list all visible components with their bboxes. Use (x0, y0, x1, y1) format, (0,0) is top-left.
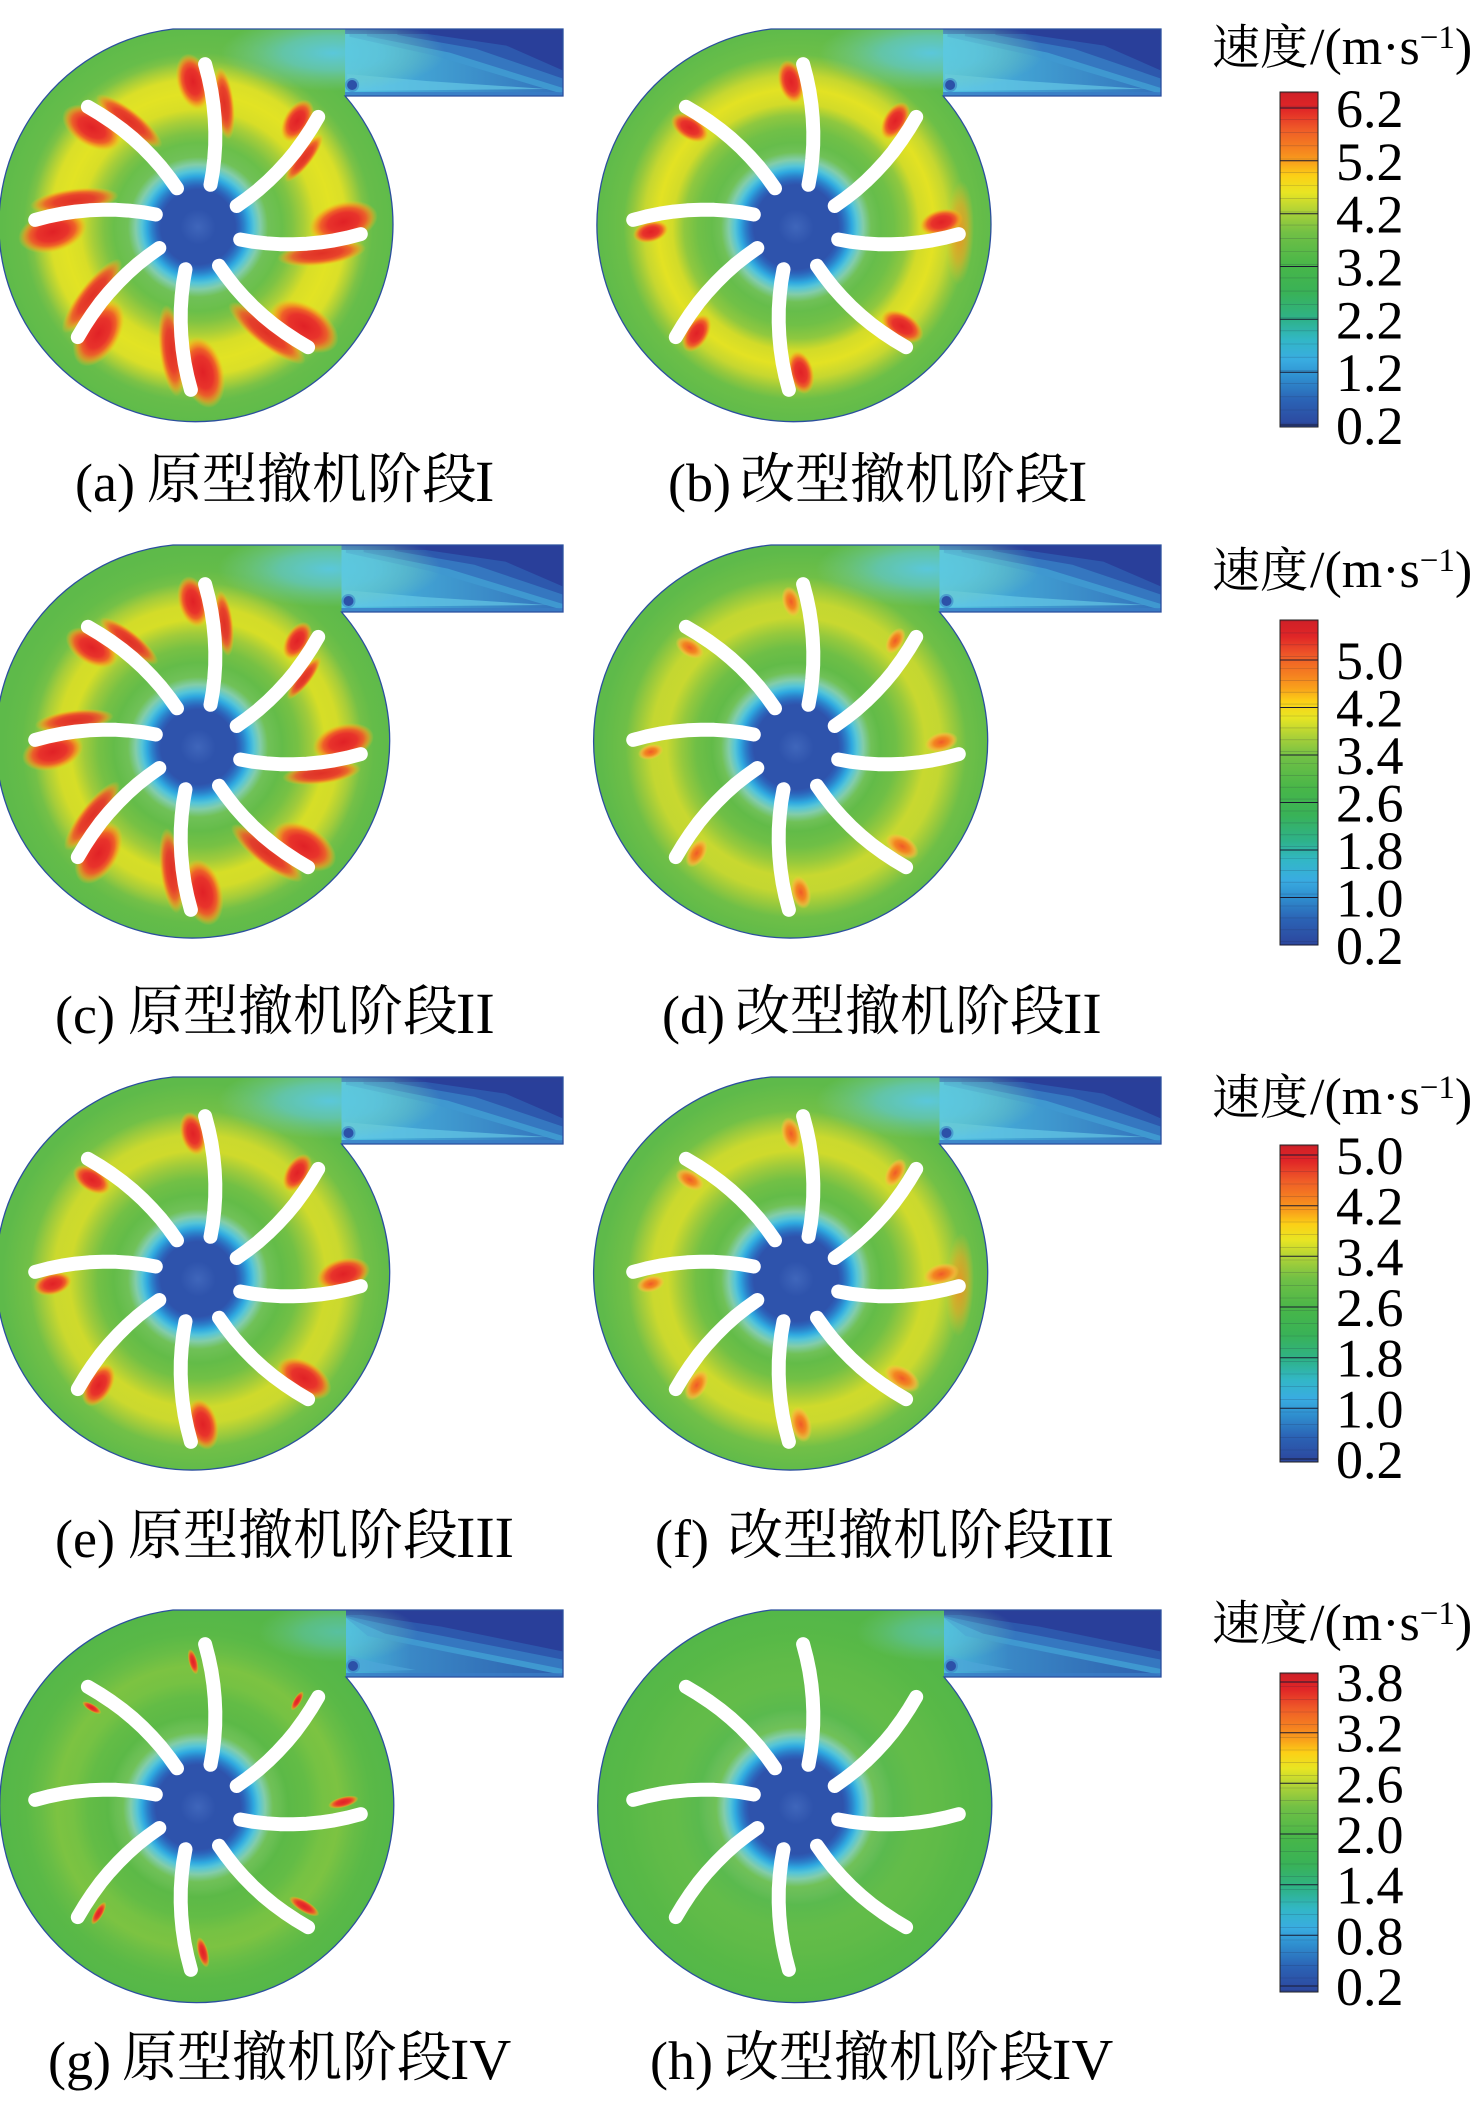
svg-text:(h): (h) (650, 2031, 713, 2091)
svg-text:3.8: 3.8 (1336, 1653, 1404, 1713)
svg-text:(g): (g) (48, 2031, 111, 2091)
svg-text:0.2: 0.2 (1336, 916, 1404, 976)
svg-text:3.2: 3.2 (1336, 238, 1404, 298)
svg-text:IV: IV (1052, 2027, 1113, 2092)
svg-text:5.0: 5.0 (1336, 1126, 1404, 1186)
svg-text:III: III (456, 1505, 514, 1570)
svg-text:3.4: 3.4 (1336, 726, 1404, 786)
svg-text:1.0: 1.0 (1336, 1379, 1404, 1439)
svg-text:1.4: 1.4 (1336, 1856, 1404, 1916)
svg-text:6.2: 6.2 (1336, 79, 1404, 139)
svg-text:/(m·s−1): /(m·s−1) (1310, 19, 1472, 76)
svg-text:5.0: 5.0 (1336, 631, 1404, 691)
svg-text:(f): (f) (655, 1509, 709, 1569)
svg-text:/(m·s−1): /(m·s−1) (1310, 1069, 1472, 1126)
svg-text:2.6: 2.6 (1336, 1754, 1404, 1814)
svg-text:/(m·s−1): /(m·s−1) (1310, 1595, 1472, 1652)
svg-text:2.0: 2.0 (1336, 1805, 1404, 1865)
svg-text:IV: IV (450, 2027, 511, 2092)
svg-text:4.2: 4.2 (1336, 1177, 1404, 1237)
svg-text:5.2: 5.2 (1336, 132, 1404, 192)
svg-text:1.8: 1.8 (1336, 821, 1404, 881)
svg-text:/(m·s−1): /(m·s−1) (1310, 542, 1472, 599)
svg-text:2.6: 2.6 (1336, 1278, 1404, 1338)
svg-text:4.2: 4.2 (1336, 185, 1404, 245)
svg-text:2.2: 2.2 (1336, 290, 1404, 350)
svg-text:(c): (c) (55, 985, 115, 1045)
svg-text:4.2: 4.2 (1336, 679, 1404, 739)
svg-text:1.0: 1.0 (1336, 869, 1404, 929)
svg-text:II: II (1063, 981, 1102, 1046)
svg-text:(e): (e) (55, 1509, 115, 1569)
svg-text:III: III (1056, 1505, 1114, 1570)
svg-text:I: I (475, 449, 494, 514)
svg-text:0.8: 0.8 (1336, 1906, 1404, 1966)
svg-text:1.2: 1.2 (1336, 343, 1404, 403)
svg-text:0.2: 0.2 (1336, 1957, 1404, 2017)
svg-text:3.4: 3.4 (1336, 1227, 1404, 1287)
svg-text:0.2: 0.2 (1336, 396, 1404, 456)
svg-text:(b): (b) (668, 453, 731, 513)
svg-text:(a): (a) (75, 453, 135, 513)
svg-text:II: II (456, 981, 495, 1046)
svg-text:I: I (1068, 449, 1087, 514)
svg-text:0.2: 0.2 (1336, 1430, 1404, 1490)
svg-text:1.8: 1.8 (1336, 1329, 1404, 1389)
svg-text:2.6: 2.6 (1336, 774, 1404, 834)
svg-text:(d): (d) (662, 985, 725, 1045)
svg-text:3.2: 3.2 (1336, 1704, 1404, 1764)
